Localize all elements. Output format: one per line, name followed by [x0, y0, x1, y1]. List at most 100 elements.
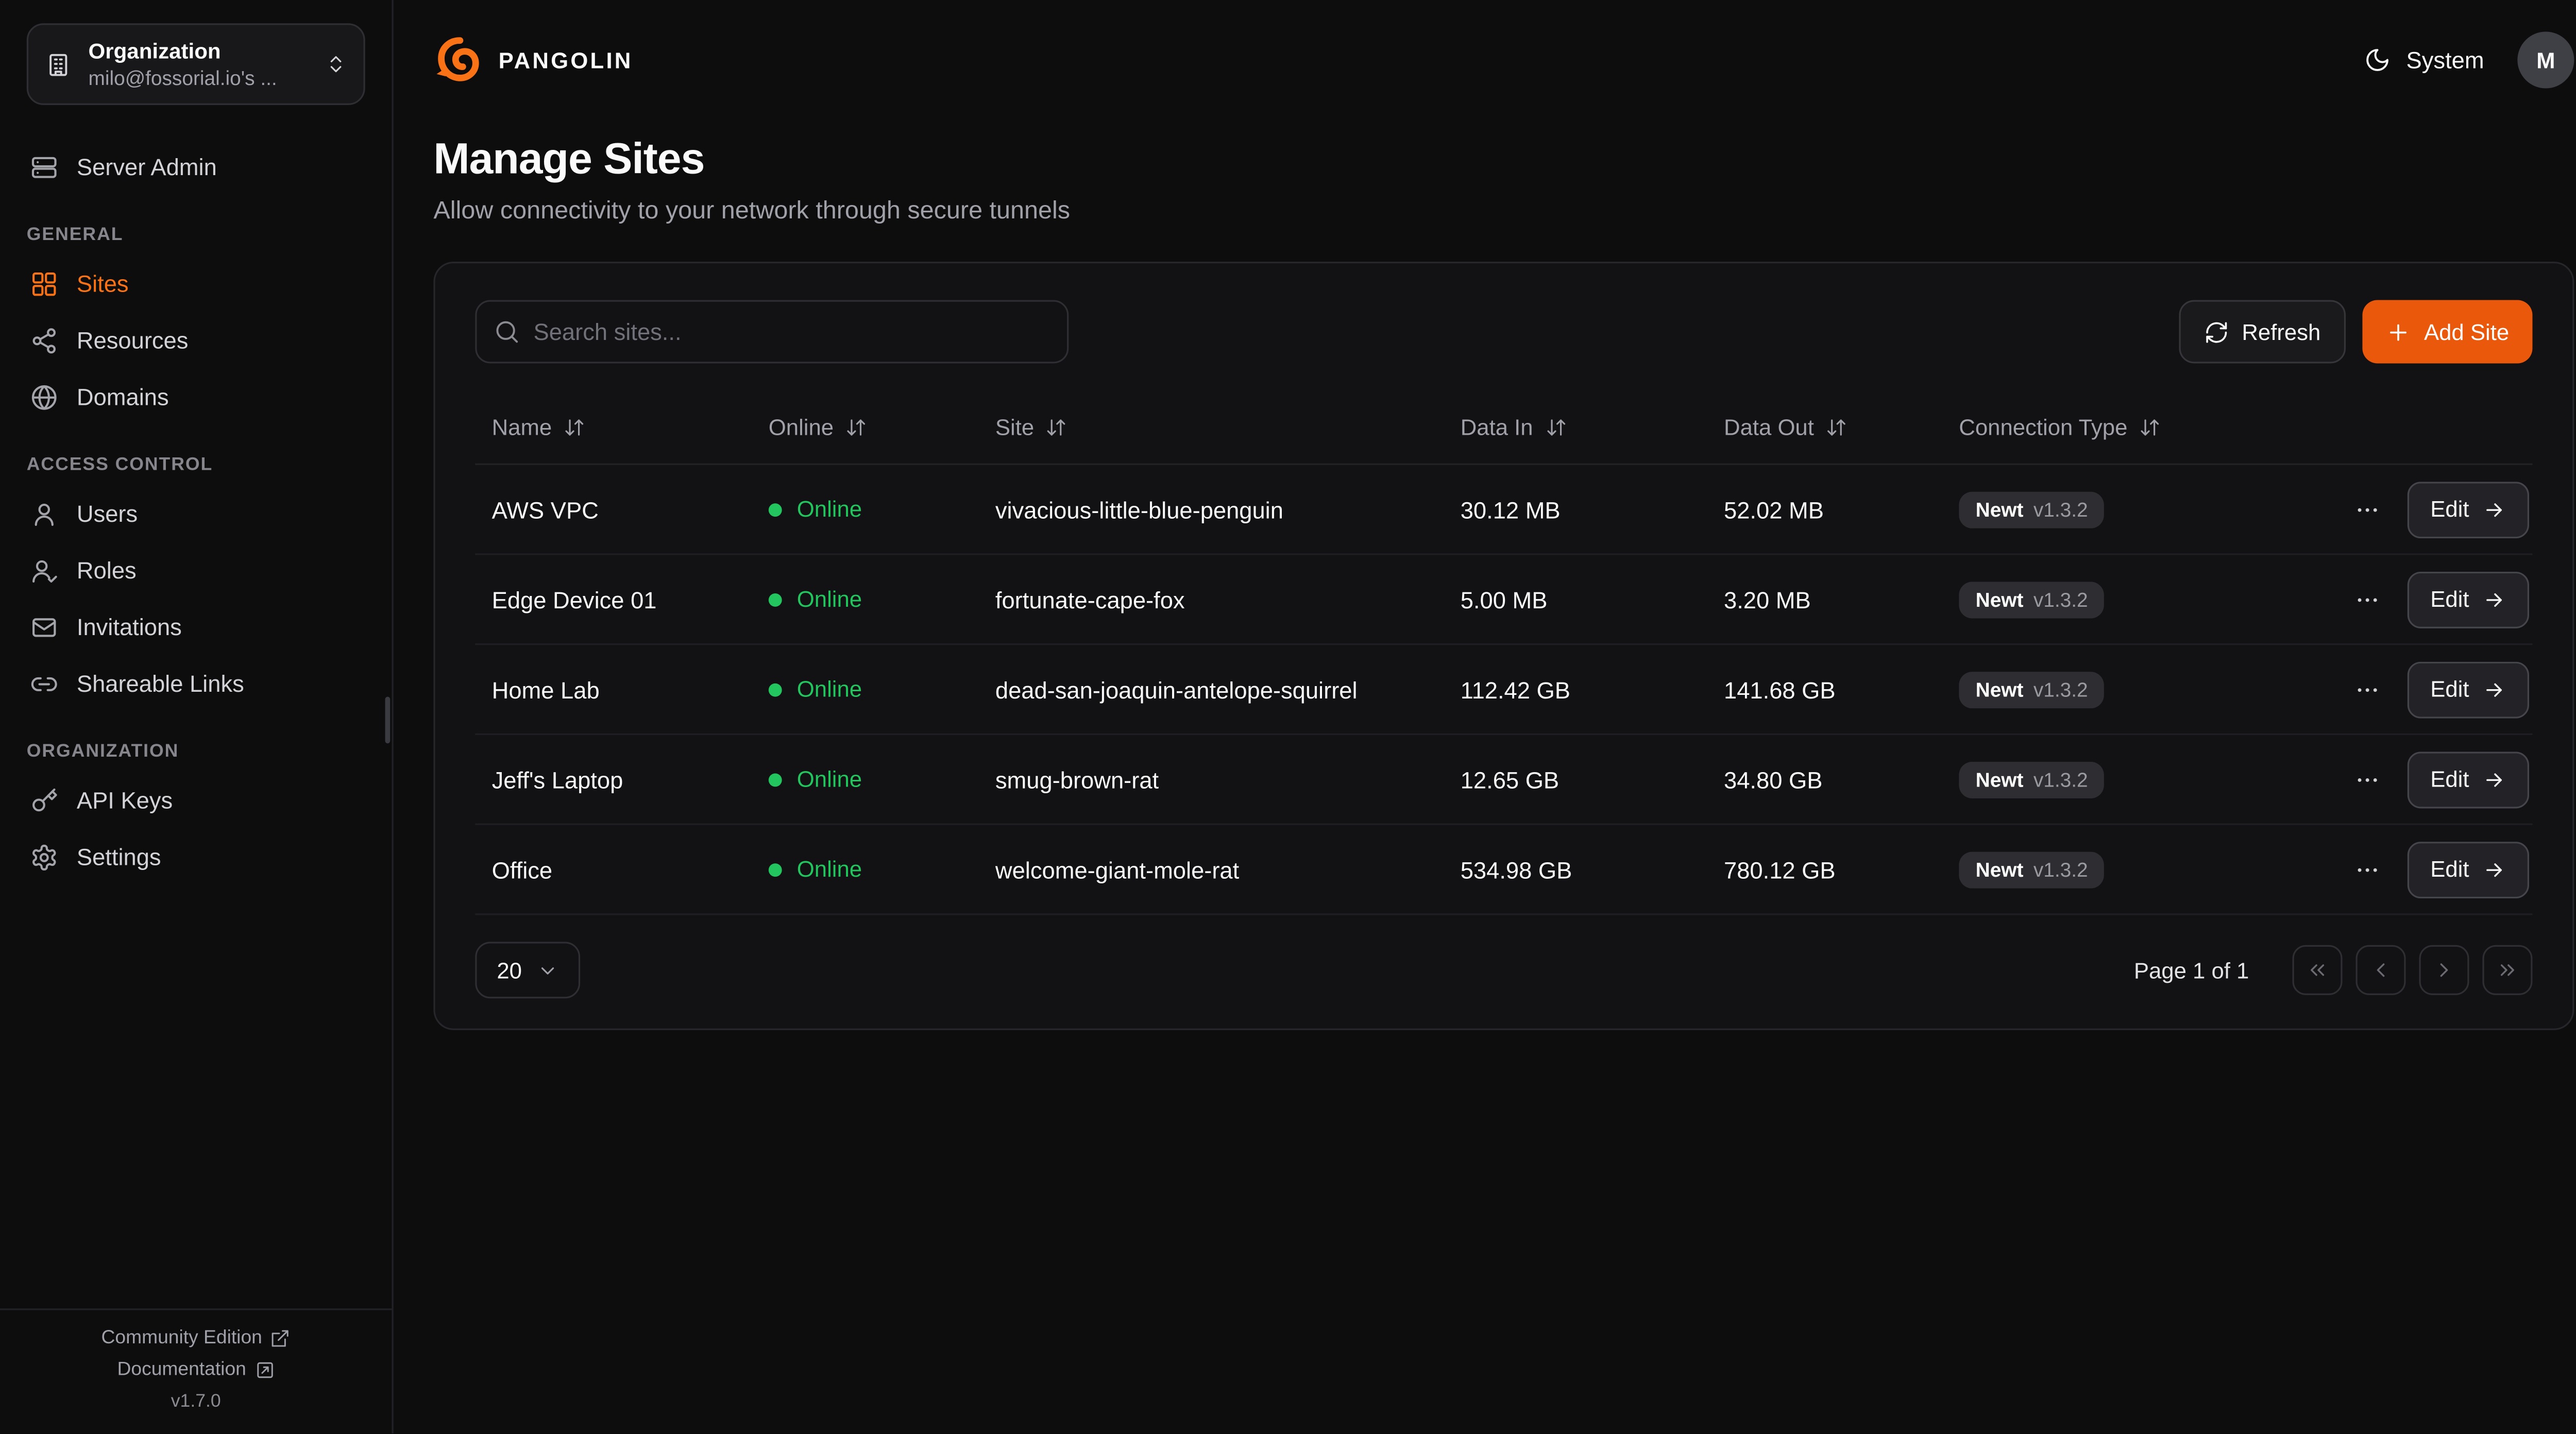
sidebar-item-resources[interactable]: Resources	[27, 312, 365, 368]
last-page-button[interactable]	[2482, 945, 2533, 995]
column-header-site[interactable]: Site	[979, 414, 1081, 439]
data-out-value: 52.02 MB	[1724, 496, 1824, 523]
edit-button[interactable]: Edit	[2406, 481, 2530, 538]
column-label: Data In	[1460, 414, 1533, 439]
column-header-name[interactable]: Name	[475, 414, 599, 439]
column-header-data-out[interactable]: Data Out	[1707, 414, 1861, 439]
version-label: v1.7.0	[171, 1392, 221, 1412]
main-area: PANGOLIN System M Manage Sites Allow con…	[394, 0, 2576, 1433]
column-label: Data Out	[1724, 414, 1814, 439]
row-menu-button[interactable]	[2347, 669, 2387, 709]
edit-button[interactable]: Edit	[2406, 661, 2530, 718]
online-status: Online	[752, 497, 978, 522]
community-edition-link[interactable]: Community Edition	[101, 1328, 291, 1348]
column-header-data-in[interactable]: Data In	[1444, 414, 1580, 439]
edit-button[interactable]: Edit	[2406, 750, 2530, 808]
connection-name: Newt	[1975, 677, 2024, 701]
site-name: Office	[492, 856, 553, 883]
column-header-connection-type[interactable]: Connection Type	[1942, 414, 2174, 439]
row-menu-button[interactable]	[2347, 759, 2387, 799]
edit-label: Edit	[2430, 497, 2469, 522]
connection-type-cell: Newt v1.3.2	[1942, 850, 2293, 888]
building-icon	[49, 53, 67, 75]
sort-icon	[565, 418, 584, 435]
sidebar-item-label: Settings	[76, 843, 161, 870]
card-toolbar: Refresh Add Site	[475, 300, 2533, 364]
online-label: Online	[796, 766, 862, 792]
sidebar-item-label: Users	[76, 500, 138, 527]
table-row: Jeff's Laptop Online smug-brown-rat 12.6…	[475, 735, 2533, 825]
data-out-value: 780.12 GB	[1724, 856, 1836, 883]
section-label-organization: ORGANIZATION	[26, 742, 179, 762]
user-check-icon	[32, 559, 57, 582]
edit-button[interactable]: Edit	[2406, 841, 2530, 898]
arrow-right-icon	[2486, 682, 2502, 696]
row-actions: Edit	[2293, 661, 2533, 718]
previous-page-button[interactable]	[2355, 945, 2406, 995]
sort-icon	[1827, 418, 1845, 435]
chevrons-left-icon	[2311, 964, 2325, 976]
theme-toggle[interactable]: System	[2365, 47, 2484, 73]
pangolin-logo	[436, 37, 479, 81]
org-selector-texts: Organization milo@fossorial.io's ...	[89, 38, 309, 90]
online-dot	[768, 502, 782, 516]
edit-button[interactable]: Edit	[2406, 571, 2530, 628]
column-header-online[interactable]: Online	[752, 414, 880, 439]
row-menu-button[interactable]	[2347, 489, 2387, 530]
page-info: Page 1 of 1	[2133, 958, 2249, 983]
column-label: Name	[492, 414, 552, 439]
data-in-value: 12.65 GB	[1460, 765, 1560, 793]
mail-icon	[32, 617, 56, 636]
row-menu-button[interactable]	[2347, 579, 2387, 620]
sidebar-item-label: Server Admin	[76, 153, 217, 180]
edit-label: Edit	[2430, 857, 2469, 882]
plus-icon	[2389, 323, 2406, 340]
gear-icon	[32, 844, 56, 870]
topbar: PANGOLIN System M	[394, 0, 2576, 120]
online-status: Online	[752, 587, 978, 612]
documentation-link[interactable]: Documentation	[117, 1360, 275, 1380]
chevron-down-icon	[541, 966, 554, 974]
sidebar-item-settings[interactable]: Settings	[27, 828, 365, 885]
user-icon	[35, 503, 54, 525]
search-input[interactable]	[475, 300, 1069, 364]
online-label: Online	[796, 857, 862, 882]
site-slug: dead-san-joaquin-antelope-squirrel	[995, 676, 1358, 703]
sidebar-item-users[interactable]: Users	[27, 485, 365, 542]
connection-type-badge: Newt v1.3.2	[1959, 491, 2105, 528]
sidebar-item-label: Domains	[76, 383, 169, 411]
arrow-right-icon	[2486, 772, 2502, 786]
sort-icon	[1546, 418, 1565, 435]
chevrons-up-down-icon	[330, 56, 342, 73]
site-name: Home Lab	[492, 676, 600, 703]
sidebar-item-invitations[interactable]: Invitations	[27, 599, 365, 655]
page-size-select[interactable]: 20	[475, 942, 581, 999]
sort-icon	[2141, 418, 2159, 435]
topbar-right: System M	[2365, 31, 2574, 89]
section-label-access-control: ACCESS CONTROL	[26, 455, 213, 475]
column-label: Site	[995, 414, 1035, 439]
sidebar-item-api-keys[interactable]: API Keys	[27, 772, 365, 828]
refresh-button[interactable]: Refresh	[2178, 300, 2346, 364]
sidebar-item-sites[interactable]: Sites	[27, 255, 365, 312]
first-page-button[interactable]	[2292, 945, 2343, 995]
site-name: Jeff's Laptop	[492, 765, 623, 793]
edit-label: Edit	[2430, 676, 2469, 702]
avatar[interactable]: M	[2517, 31, 2574, 89]
sidebar-item-domains[interactable]: Domains	[27, 368, 365, 425]
next-page-button[interactable]	[2419, 945, 2469, 995]
online-status: Online	[752, 857, 978, 882]
site-slug: fortunate-cape-fox	[995, 586, 1185, 613]
org-selector[interactable]: Organization milo@fossorial.io's ...	[26, 23, 365, 105]
row-menu-button[interactable]	[2347, 849, 2387, 890]
sidebar-scrollbar[interactable]	[385, 696, 391, 744]
column-label: Connection Type	[1959, 414, 2128, 439]
sidebar-item-roles[interactable]: Roles	[27, 542, 365, 599]
link-icon	[31, 676, 57, 691]
connection-version: v1.3.2	[2033, 677, 2088, 701]
sidebar-item-server-admin[interactable]: Server Admin	[27, 139, 365, 195]
edit-label: Edit	[2430, 587, 2469, 612]
add-site-button[interactable]: Add Site	[2362, 300, 2533, 364]
arrow-right-icon	[2486, 502, 2502, 516]
sidebar-item-shareable-links[interactable]: Shareable Links	[27, 655, 365, 712]
